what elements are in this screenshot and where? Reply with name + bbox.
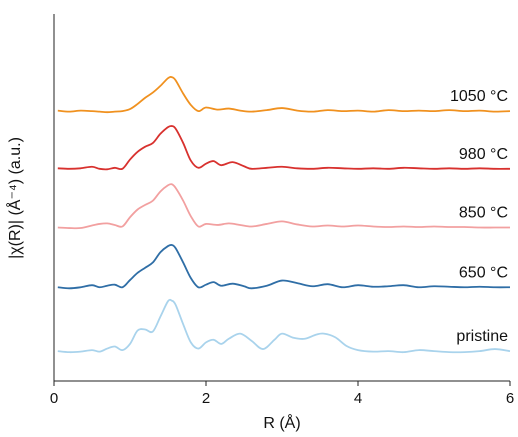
x-tick-label: 6 [506,390,514,407]
series-label-2: 850 °C [459,205,508,222]
series-line-1 [57,125,511,171]
series-label-0: 1050 °C [450,88,508,105]
series-line-0 [57,76,511,114]
series-label-4: pristine [456,328,508,345]
series-labels: 1050 °C 980 °C 850 °C 650 °C pristine [450,88,508,345]
plot-area [57,76,511,354]
x-tick-label: 0 [50,390,58,407]
series-line-3 [57,243,511,290]
x-axis-title: R (Å) [263,413,300,432]
y-axis-title: |χ(R)| (Å⁻⁴) (a.u.) [5,137,24,259]
x-ticks: 0 2 4 6 [50,381,514,407]
series-label-1: 980 °C [459,146,508,163]
series-line-2 [57,183,510,230]
x-tick-label: 4 [354,390,362,407]
series-label-3: 650 °C [459,264,508,281]
x-tick-label: 2 [202,390,210,407]
series-line-4 [57,298,511,354]
